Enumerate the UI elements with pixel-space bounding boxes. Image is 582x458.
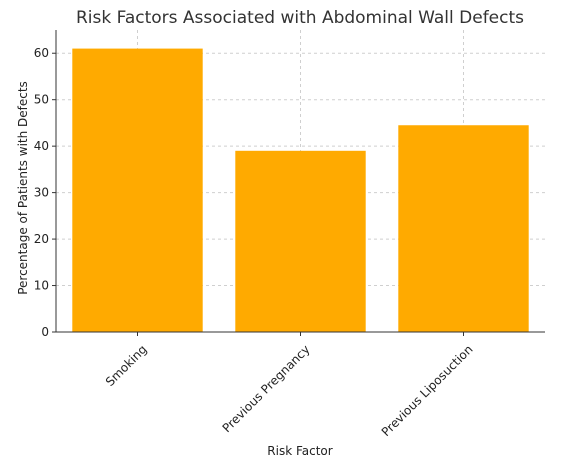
y-tick-label: 10	[34, 279, 49, 293]
y-tick-label: 50	[34, 93, 49, 107]
x-tick-label: Smoking	[103, 342, 150, 389]
x-tick-label: Previous Pregnancy	[220, 342, 313, 435]
x-tick-labels: Smoking Previous Pregnancy Previous Liposu…	[103, 342, 476, 439]
y-tick-label: 0	[41, 325, 49, 339]
y-tick-labels: 0 10 20 30 40 50 60	[34, 46, 49, 339]
y-tick-label: 60	[34, 46, 49, 60]
y-axis-label: Percentage of Patients with Defects	[16, 81, 30, 295]
chart-title: Risk Factors Associated with Abdominal W…	[76, 8, 524, 28]
x-axis-label: Risk Factor	[267, 444, 332, 458]
x-tick-label: Previous Liposuction	[379, 342, 476, 439]
bar	[235, 150, 366, 332]
bar	[398, 125, 529, 332]
bar	[72, 48, 203, 332]
y-tick-label: 40	[34, 139, 49, 153]
axes	[52, 30, 545, 336]
y-tick-label: 20	[34, 232, 49, 246]
y-tick-label: 30	[34, 186, 49, 200]
bars	[72, 48, 529, 332]
